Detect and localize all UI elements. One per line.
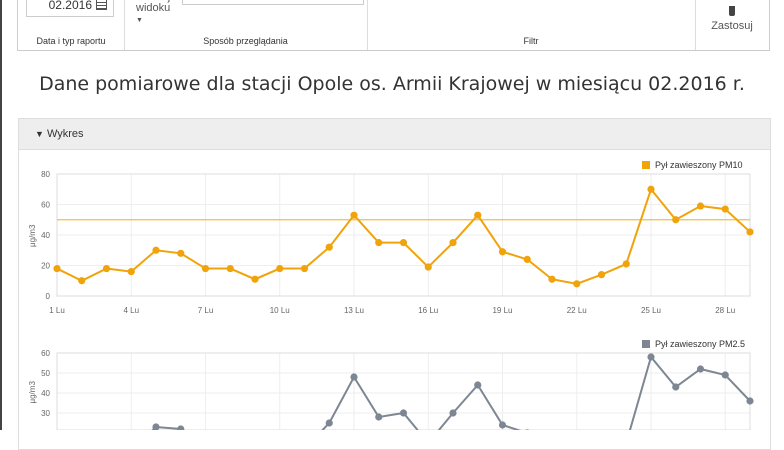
data-point xyxy=(300,264,309,273)
filter-icon xyxy=(729,6,735,16)
data-point xyxy=(622,260,630,268)
x-tick-label: 28 Lu xyxy=(715,306,735,315)
data-point xyxy=(152,246,160,254)
data-point xyxy=(350,373,358,381)
calendar-icon[interactable] xyxy=(96,0,107,10)
y-tick-label: 50 xyxy=(41,369,50,378)
data-point xyxy=(78,277,86,285)
data-point xyxy=(498,248,507,256)
y-tick-label: 60 xyxy=(41,349,50,358)
data-point xyxy=(696,365,705,373)
data-point xyxy=(325,419,333,427)
y-tick-label: 0 xyxy=(46,292,51,301)
legend-swatch xyxy=(642,161,650,169)
report-toolbar: 02.2016 Data i typ raportu Rodzaj widoku… xyxy=(17,0,770,51)
data-point xyxy=(375,413,383,421)
date-input[interactable]: 02.2016 xyxy=(26,0,114,17)
panel-title: Wykres xyxy=(46,128,84,140)
view-section: Rodzaj widoku ▼ Sposób przeglądania xyxy=(124,0,368,50)
data-point xyxy=(201,264,210,273)
view-select[interactable] xyxy=(182,0,364,5)
data-point xyxy=(721,371,729,379)
page-title: Dane pomiarowe dla stacji Opole os. Armi… xyxy=(39,73,745,95)
data-point xyxy=(449,409,457,417)
x-tick-label: 16 Lu xyxy=(418,306,438,315)
data-point xyxy=(152,423,160,430)
y-tick-label: 60 xyxy=(41,201,50,210)
apply-section: Zastosuj xyxy=(695,0,769,50)
filter-section-label: Filtr xyxy=(523,36,539,46)
legend-label: Pył zawieszony PM2.5 xyxy=(655,339,745,349)
data-point xyxy=(696,202,705,210)
data-point xyxy=(672,216,680,224)
data-point xyxy=(102,264,111,273)
legend-swatch xyxy=(642,340,650,348)
y-tick-label: 40 xyxy=(41,231,50,240)
chart-panel: ▼ Wykres xyxy=(18,118,771,450)
data-point xyxy=(399,409,408,417)
data-point xyxy=(350,211,358,219)
apply-button[interactable]: Zastosuj xyxy=(695,6,769,32)
data-point xyxy=(449,239,457,247)
y-tick-label: 40 xyxy=(41,389,50,398)
x-tick-label: 22 Lu xyxy=(567,306,587,315)
x-tick-label: 25 Lu xyxy=(641,306,661,315)
view-type-dropdown[interactable]: Rodzaj widoku ▼ xyxy=(136,0,176,26)
data-point xyxy=(177,425,185,430)
x-tick-label: 1 Lu xyxy=(49,306,65,315)
data-point xyxy=(597,271,606,279)
x-tick-label: 10 Lu xyxy=(270,306,290,315)
y-axis-label: μg/m3 xyxy=(28,381,37,404)
data-point xyxy=(127,268,135,276)
data-point xyxy=(276,264,284,273)
x-tick-label: 7 Lu xyxy=(198,306,214,315)
y-tick-label: 80 xyxy=(41,170,50,179)
y-axis-label: μg/m3 xyxy=(28,224,37,247)
data-point xyxy=(325,243,333,251)
data-point xyxy=(53,264,61,273)
data-point xyxy=(474,381,482,389)
data-point xyxy=(573,280,581,288)
data-point xyxy=(647,185,655,193)
window-border xyxy=(0,0,2,430)
data-point xyxy=(746,228,754,236)
date-section: 02.2016 Data i typ raportu xyxy=(18,0,125,50)
dropdown-arrow-icon: ▼ xyxy=(136,17,143,24)
data-point xyxy=(226,264,234,273)
data-point xyxy=(375,239,383,247)
filter-section: Filtr xyxy=(367,0,696,50)
charts-svg: 0 20 40 60 80 1 Lu 4 Lu 7 Lu 10 Lu 13 Lu 16 Lu 19 L… xyxy=(28,160,754,430)
x-tick-label: 13 Lu xyxy=(344,306,364,315)
data-point xyxy=(399,239,408,247)
data-point xyxy=(721,205,729,213)
data-point xyxy=(672,383,680,391)
view-section-label: Sposób przeglądania xyxy=(203,36,288,46)
panel-header[interactable]: ▼ Wykres xyxy=(19,119,770,150)
apply-label: Zastosuj xyxy=(711,20,753,32)
data-point xyxy=(548,275,556,283)
x-tick-label: 19 Lu xyxy=(492,306,512,315)
data-point xyxy=(523,255,531,263)
data-point xyxy=(474,211,482,219)
data-point xyxy=(647,353,655,361)
data-point xyxy=(746,397,754,405)
data-point xyxy=(177,249,185,257)
data-point xyxy=(424,263,432,271)
view-type-label: Rodzaj widoku xyxy=(136,0,171,14)
y-tick-label: 30 xyxy=(41,409,50,418)
data-point xyxy=(251,275,259,283)
x-tick-label: 4 Lu xyxy=(123,306,139,315)
date-section-label: Data i typ raportu xyxy=(36,36,106,46)
date-value: 02.2016 xyxy=(48,0,92,12)
y-tick-label: 20 xyxy=(41,262,50,271)
legend-label: Pył zawieszony PM10 xyxy=(655,160,743,170)
plot-area xyxy=(56,352,751,430)
data-point xyxy=(498,421,507,429)
series-line xyxy=(56,187,751,285)
triangle-down-icon: ▼ xyxy=(35,129,44,139)
